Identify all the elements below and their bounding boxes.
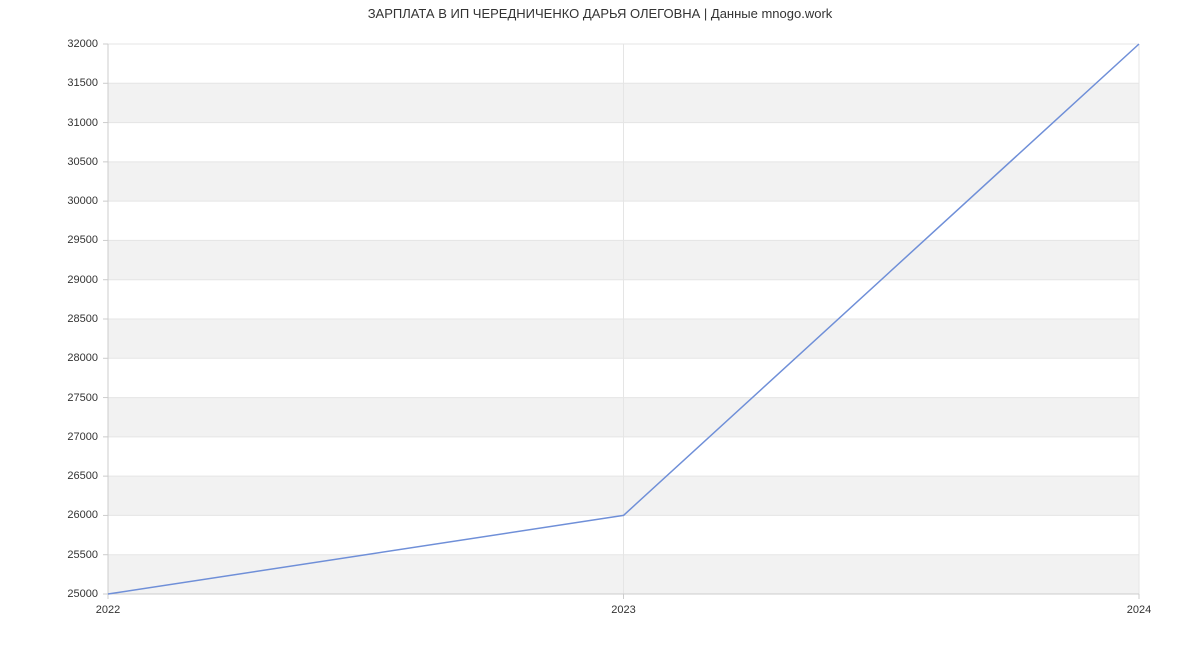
y-tick-label: 28000: [48, 352, 98, 364]
y-tick-label: 29500: [48, 234, 98, 246]
y-tick-label: 32000: [48, 38, 98, 50]
y-tick-label: 27500: [48, 392, 98, 404]
x-tick-label: 2022: [96, 604, 120, 616]
y-tick-label: 27000: [48, 431, 98, 443]
y-tick-label: 25500: [48, 549, 98, 561]
y-tick-label: 26000: [48, 509, 98, 521]
y-tick-label: 25000: [48, 588, 98, 600]
chart-plot: [98, 34, 1149, 604]
y-tick-label: 29000: [48, 274, 98, 286]
chart-container: ЗАРПЛАТА В ИП ЧЕРЕДНИЧЕНКО ДАРЬЯ ОЛЕГОВН…: [0, 0, 1200, 650]
chart-title: ЗАРПЛАТА В ИП ЧЕРЕДНИЧЕНКО ДАРЬЯ ОЛЕГОВН…: [0, 6, 1200, 21]
x-tick-label: 2024: [1127, 604, 1151, 616]
y-tick-label: 30000: [48, 195, 98, 207]
y-tick-label: 26500: [48, 470, 98, 482]
y-tick-label: 31500: [48, 77, 98, 89]
x-tick-label: 2023: [611, 604, 635, 616]
y-tick-label: 30500: [48, 156, 98, 168]
y-tick-label: 31000: [48, 117, 98, 129]
y-tick-label: 28500: [48, 313, 98, 325]
